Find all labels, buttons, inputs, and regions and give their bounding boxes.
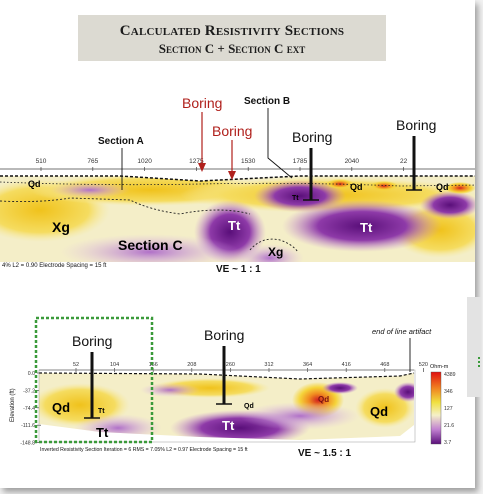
boring-arrowhead-red-1 xyxy=(198,163,206,172)
colorbar-tick-label: 3.7 xyxy=(444,440,451,446)
section1-x-tick-label: 22 xyxy=(400,158,408,165)
figure-card: Calculated Resistivity Sections Section … xyxy=(0,0,475,488)
side-panel-marker xyxy=(478,357,482,367)
section1-x-tick-label: 1020 xyxy=(137,158,152,165)
s1-qd-label: Qd xyxy=(350,182,363,192)
section2-ground-surface xyxy=(38,372,415,380)
s1-section-c-label: Section C xyxy=(118,237,183,253)
colorbar-tick-label: 21.6 xyxy=(444,423,454,429)
s2-tt-label: Tt xyxy=(96,425,109,440)
section1-ground-surface xyxy=(0,175,475,182)
section2-y-axis-label: Elevation (ft) xyxy=(10,388,16,422)
section1-x-tick-label: 1530 xyxy=(241,158,256,165)
colorbar-tick-label: 4389 xyxy=(444,372,456,378)
section2-x-tick-labels: 52 104 156 208 260 312 364 416 468 520 xyxy=(73,362,428,372)
section2-y-tick-label: 0.0 xyxy=(28,371,35,377)
section1-x-tick-label: 2040 xyxy=(345,158,360,165)
s1-xg-label: Xg xyxy=(268,245,283,259)
section2-x-tick-label: 208 xyxy=(187,362,196,368)
section2-x-tick-label: 260 xyxy=(226,362,235,368)
section2-footer: Inverted Resistivity Section Iteration =… xyxy=(40,447,248,453)
boring-callout-1: Boring xyxy=(292,129,332,145)
s2-tt-label: Tt xyxy=(222,418,235,433)
s2-qd-label: Qd xyxy=(244,403,254,410)
section1-x-tick-label: 1785 xyxy=(293,158,308,165)
section-b-callout: Section B xyxy=(244,96,290,107)
title-box: Calculated Resistivity Sections Section … xyxy=(78,15,386,61)
colorbar-unit: Ohm-m xyxy=(430,364,449,370)
highlight-box xyxy=(34,316,154,444)
colorbar-tick-label: 346 xyxy=(444,389,453,395)
figure-title: Calculated Resistivity Sections xyxy=(119,23,345,39)
section1-vertical-exaggeration: VE ~ 1 : 1 xyxy=(216,264,261,275)
end-of-line-callout: end of line artifact xyxy=(372,327,432,336)
s2-qd-label: Qd xyxy=(52,400,70,415)
section2-callouts: Boring Boring end of line artifact xyxy=(72,327,432,419)
s1-tt-label: Tt xyxy=(228,218,241,233)
boring-callout-4: Boring xyxy=(204,327,244,343)
section2-vertical-exaggeration: VE ~ 1.5 : 1 xyxy=(298,448,352,459)
section2-x-tick-label: 52 xyxy=(73,362,79,368)
section2-y-tick-label: -37.2 xyxy=(23,388,35,394)
section2-x-tick-label: 104 xyxy=(110,362,119,368)
section2-x-tick-label: 416 xyxy=(342,362,351,368)
section1-x-tick-label: 510 xyxy=(36,158,47,165)
boring-callout-2: Boring xyxy=(396,117,436,133)
s2-qd-label: Qd xyxy=(318,395,329,404)
section1-axis: 510 765 1020 1275 1530 1785 2040 22 xyxy=(0,158,475,171)
side-panel-tab[interactable] xyxy=(467,297,481,397)
section2-x-tick-label: 312 xyxy=(264,362,273,368)
section2-unit-labels: Qd Qd Qd Qd Tt Tt Tt xyxy=(52,395,388,440)
s2-tt-label: Tt xyxy=(98,408,105,415)
boring-callout-3: Boring xyxy=(72,333,112,349)
section-b-leader-line xyxy=(267,108,293,179)
section2-x-tick-label: 468 xyxy=(380,362,389,368)
s1-xg-label: Xg xyxy=(52,219,70,235)
section2-y-tick-labels: 0.0 -37.2 -74.4 -111.6 -148.8 xyxy=(20,371,41,447)
s1-tt-label: Tt xyxy=(360,220,373,235)
colorbar-tick-label: 127 xyxy=(444,406,453,412)
section2-y-tick-label: -111.6 xyxy=(21,423,35,429)
colorbar-gradient xyxy=(430,371,442,445)
boring-callout-red-2: Boring xyxy=(212,123,252,139)
section2-y-tick-label: -148.8 xyxy=(20,441,35,447)
section1-tick-labels: 510 765 1020 1275 1530 1785 2040 22 xyxy=(36,158,408,171)
figure-canvas: 510 765 1020 1275 1530 1785 2040 22 Qd Qd xyxy=(0,95,475,459)
s1-tt-label: Tt xyxy=(292,195,299,202)
s1-qd-label: Qd xyxy=(436,182,449,192)
section1-resistivity-image xyxy=(0,176,475,262)
section2-y-tick-label: -74.4 xyxy=(23,406,35,412)
section1-footer: 4% L2 = 0.90 Electrode Spacing = 15 ft xyxy=(2,263,107,269)
section2-resistivity-image xyxy=(39,373,414,440)
section2-x-tick-label: 520 xyxy=(419,362,428,368)
section-a-callout: Section A xyxy=(98,136,144,147)
s1-qd-label: Qd xyxy=(28,179,41,189)
section1-x-tick-label: 1275 xyxy=(189,158,204,165)
section1-callouts: Boring Boring Section B Section A Boring… xyxy=(98,95,436,201)
section2-x-tick-label: 364 xyxy=(303,362,312,368)
boring-callout-red-1: Boring xyxy=(182,95,222,111)
section1-unit-labels: Qd Qd Qd Xg Xg Tt Tt Tt Section C xyxy=(28,179,449,259)
s2-qd-label: Qd xyxy=(370,404,388,419)
boring-arrowhead-red-2 xyxy=(228,171,236,180)
section2-frame xyxy=(38,369,416,443)
colorbar: Ohm-m 4389 346 127 21.6 3.7 xyxy=(430,364,456,446)
section1-x-tick-label: 765 xyxy=(87,158,98,165)
figure-subtitle: Section C + Section C ext xyxy=(158,41,306,56)
